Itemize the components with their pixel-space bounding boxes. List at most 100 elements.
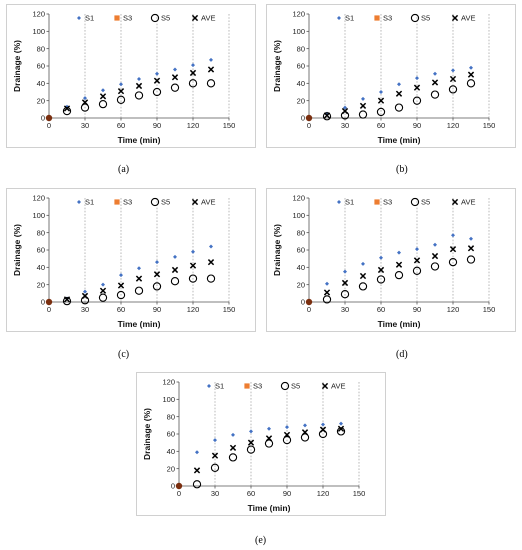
data-point-ave [359, 272, 367, 280]
y-tick-label: 60 [37, 62, 45, 71]
legend-label-s3: S3 [383, 198, 392, 207]
data-point-s1 [469, 236, 473, 241]
data-point-s5 [358, 110, 368, 119]
x-axis-title: Time (min) [118, 319, 161, 329]
legend-label-s5: S5 [421, 198, 430, 207]
data-point-ave [413, 257, 421, 264]
y-tick-label: 100 [292, 211, 305, 220]
data-point-s5 [152, 87, 162, 97]
y-axis-title: Drainage (%) [142, 408, 152, 460]
data-point-ave [153, 271, 161, 278]
y-tick-label: 80 [37, 44, 45, 53]
data-point-s1 [415, 76, 419, 81]
data-point-ave [341, 107, 349, 115]
x-tick-label: 150 [223, 305, 236, 314]
x-tick-label: 120 [447, 121, 460, 130]
x-tick-label: 0 [177, 489, 181, 498]
data-point-s1 [83, 96, 87, 101]
data-point-s1 [325, 281, 329, 286]
data-point-ave [467, 245, 475, 252]
data-point-ave [207, 66, 215, 73]
data-point-s1 [267, 426, 271, 431]
data-point-s1 [303, 423, 307, 428]
y-tick-label: 0 [301, 114, 305, 123]
data-point-s1 [361, 261, 365, 266]
legend-label-s5: S5 [161, 198, 170, 207]
data-point-ave [229, 444, 237, 451]
data-point-ave [395, 90, 403, 97]
y-tick-label: 120 [292, 194, 305, 203]
data-point-s5 [206, 274, 216, 283]
data-point-s5 [246, 445, 256, 454]
x-tick-label: 90 [283, 489, 291, 498]
y-tick-label: 40 [297, 79, 305, 88]
x-tick-label: 0 [307, 305, 311, 314]
data-point-ave [117, 88, 125, 95]
data-point-ave [207, 259, 215, 266]
legend-label-s1: S1 [345, 198, 354, 207]
data-point-s5 [264, 439, 274, 448]
data-point-s1 [119, 273, 123, 278]
data-point-s5 [134, 91, 144, 100]
data-point-ave [117, 282, 125, 289]
data-point-ave [449, 246, 457, 253]
y-tick-label: 60 [297, 62, 305, 71]
legend-label-ave: AVE [461, 198, 475, 207]
data-point-s1 [379, 255, 383, 260]
legend-marker-s3 [374, 15, 380, 21]
data-point-s5 [98, 293, 108, 302]
data-point-ave [323, 289, 331, 296]
y-tick-label: 20 [37, 280, 45, 289]
x-tick-label: 0 [307, 121, 311, 130]
x-tick-label: 0 [47, 305, 51, 314]
caption-d: (d) [396, 349, 408, 360]
data-point-ave [301, 429, 309, 436]
legend-marker-s3 [114, 199, 120, 205]
x-tick-label: 60 [377, 305, 385, 314]
x-tick-label: 150 [483, 121, 496, 130]
y-tick-label: 80 [297, 228, 305, 237]
y-tick-label: 20 [297, 280, 305, 289]
data-point-ave [377, 97, 385, 104]
x-tick-label: 150 [223, 121, 236, 130]
data-point-ave [63, 296, 71, 303]
x-tick-label: 120 [187, 121, 200, 130]
y-tick-label: 40 [167, 447, 175, 456]
legend-label-s5: S5 [291, 382, 300, 391]
x-tick-label: 150 [483, 305, 496, 314]
data-point-s1 [119, 82, 123, 87]
data-point-ave [341, 279, 349, 287]
y-tick-label: 20 [297, 96, 305, 105]
caption-a: (a) [118, 164, 130, 175]
data-point-s1 [231, 432, 235, 437]
data-point-s5 [376, 275, 386, 284]
legend-marker-ave [451, 198, 459, 206]
data-point-s1 [137, 77, 141, 81]
data-point-s1 [397, 250, 401, 255]
data-point-s5 [340, 290, 350, 299]
chart-frame [266, 188, 516, 332]
data-point-s5 [300, 433, 310, 442]
data-point-s5 [466, 255, 476, 264]
x-tick-label: 90 [153, 121, 161, 130]
y-axis-title: Drainage (%) [12, 40, 22, 92]
caption-c: (c) [118, 349, 130, 360]
data-point-ave [449, 75, 457, 83]
data-point-ave [99, 93, 107, 100]
y-tick-label: 100 [32, 27, 45, 36]
data-point-s5 [358, 282, 368, 291]
y-tick-label: 20 [167, 464, 175, 473]
data-point-s1 [213, 438, 217, 443]
chart-e-svg: 0 20 40 60 80 100 120 0 30 60 90 120 150 Time (min) Dr… [136, 372, 386, 516]
y-axis-title: Drainage (%) [272, 224, 282, 276]
data-point-origin [45, 114, 53, 122]
y-tick-label: 40 [297, 263, 305, 272]
data-point-s1 [415, 247, 419, 252]
y-axis-title: Drainage (%) [12, 224, 22, 276]
legend-marker-ave [191, 14, 199, 22]
data-point-s1 [451, 68, 455, 73]
legend-marker-s1 [207, 384, 211, 388]
data-point-s5 [322, 295, 332, 304]
y-tick-label: 0 [301, 298, 305, 307]
data-point-ave [323, 112, 331, 119]
